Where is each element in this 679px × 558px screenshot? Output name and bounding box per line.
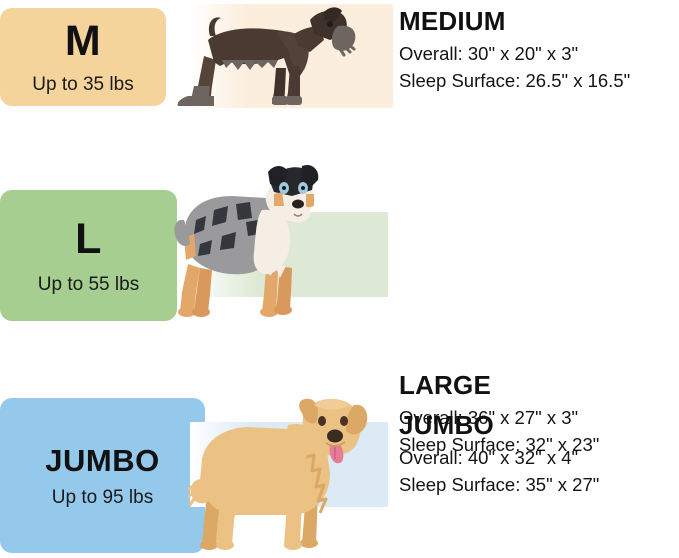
size-badge-jumbo: JUMBO Up to 95 lbs: [0, 398, 205, 553]
size-overall-dimensions: Overall: 40" x 32" x 4": [399, 447, 579, 469]
size-title: MEDIUM: [399, 6, 506, 36]
size-badge-weight: Up to 55 lbs: [37, 273, 140, 295]
size-info-jumbo: JUMBO Overall: 40" x 32" x 4" Sleep Surf…: [399, 410, 679, 498]
size-overall-dimensions: Overall: 36" x 27" x 3": [399, 407, 579, 429]
size-info-large: LARGE Overall: 36" x 27" x 3" Sleep Surf…: [399, 370, 679, 458]
size-badge-large: L Up to 55 lbs: [0, 190, 177, 321]
size-title: JUMBO: [399, 410, 494, 440]
schnauzer-dog-illustration: [177, 7, 356, 106]
size-overall-dimensions: Overall: 30" x 20" x 3": [399, 43, 579, 65]
size-badge-weight: Up to 35 lbs: [32, 74, 134, 95]
size-row-large: L Up to 55 lbs: [0, 160, 679, 455]
size-row-jumbo: JUMBO Up to 95 lbs: [0, 395, 679, 558]
size-sleep-surface-dimensions: Sleep Surface: 32" x 23": [399, 433, 600, 455]
size-badge-medium: M Up to 35 lbs: [0, 8, 166, 106]
size-sleep-surface-dimensions: Sleep Surface: 26.5" x 16.5": [399, 69, 631, 91]
golden-retriever-dog-illustration: [188, 398, 368, 550]
size-badge-letter: M: [64, 17, 102, 65]
size-info-medium: MEDIUM Overall: 30" x 20" x 3" Sleep Sur…: [399, 6, 679, 94]
size-sleep-surface-dimensions: Sleep Surface: 35" x 27": [399, 473, 600, 495]
size-badge-letter: JUMBO: [45, 442, 160, 478]
size-badge-letter: L: [75, 214, 102, 263]
australian-shepherd-dog-illustration: [174, 164, 319, 317]
size-title: LARGE: [399, 370, 491, 400]
size-row-medium: M Up to 35 lbs: [0, 0, 679, 160]
size-badge-weight: Up to 95 lbs: [51, 486, 154, 508]
